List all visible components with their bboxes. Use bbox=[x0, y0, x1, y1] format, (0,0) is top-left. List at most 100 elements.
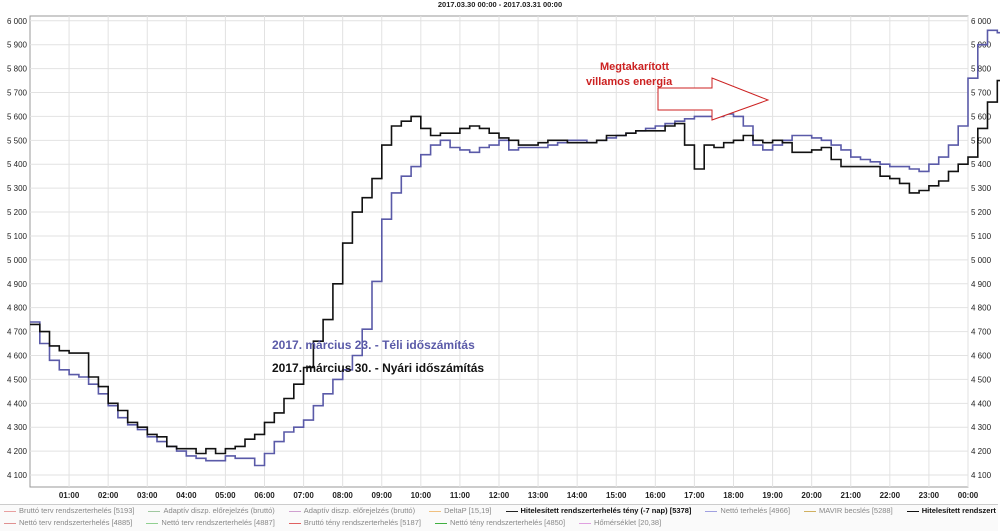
x-tick-label: 10:00 bbox=[411, 491, 432, 500]
y-axis-ticks: 4 100 4 100 4 200 4 200 4 300 4 300 4 400 4 400… bbox=[7, 17, 992, 480]
legend-label: Nettó terv rendszerterhelés [4885] bbox=[19, 518, 133, 527]
y-tick-label-right: 5 800 bbox=[971, 65, 992, 74]
y-tick-label-left: 6 000 bbox=[7, 17, 28, 26]
x-tick-label: 07:00 bbox=[293, 491, 314, 500]
y-tick-label-right: 4 400 bbox=[971, 399, 992, 408]
legend-item[interactable]: Adaptív diszp. előrejelzés (bruttó) bbox=[288, 506, 416, 515]
legend-swatch-icon bbox=[705, 510, 718, 512]
legend-item[interactable]: Adaptív diszp. előrejelzés (bruttó) bbox=[148, 506, 275, 515]
legend-item[interactable]: Hőmérséklet [20,38] bbox=[579, 518, 661, 527]
y-tick-label-right: 4 200 bbox=[971, 447, 992, 456]
legend-swatch-icon bbox=[906, 510, 919, 512]
series-line-summer bbox=[30, 79, 1000, 455]
y-tick-label-right: 4 100 bbox=[971, 471, 992, 480]
x-tick-label: 04:00 bbox=[176, 491, 197, 500]
y-tick-label-left: 5 100 bbox=[7, 232, 28, 241]
legend-label: DeltaP [15,19] bbox=[444, 506, 492, 515]
annotation-line-2: villamos energia bbox=[586, 76, 673, 88]
y-tick-label-left: 5 500 bbox=[7, 136, 28, 145]
legend-swatch-icon bbox=[429, 510, 442, 512]
y-tick-label-right: 5 200 bbox=[971, 208, 992, 217]
y-tick-label-left: 4 100 bbox=[7, 471, 28, 480]
y-tick-label-left: 4 500 bbox=[7, 375, 28, 384]
x-tick-label: 21:00 bbox=[841, 491, 862, 500]
x-tick-label: 17:00 bbox=[684, 491, 705, 500]
grid-lines bbox=[30, 16, 969, 487]
y-tick-label-left: 5 400 bbox=[7, 160, 28, 169]
y-tick-label-right: 4 800 bbox=[971, 304, 992, 313]
y-tick-label-left: 4 400 bbox=[7, 399, 28, 408]
legend-swatch-icon bbox=[288, 510, 301, 512]
legend-label: Adaptív diszp. előrejelzés (bruttó) bbox=[303, 506, 416, 515]
legend-item[interactable]: Nettó terv rendszerterhelés [4885] bbox=[4, 518, 132, 527]
x-tick-label: 08:00 bbox=[332, 491, 353, 500]
legend-swatch-icon bbox=[4, 510, 16, 512]
x-tick-label: 12:00 bbox=[489, 491, 510, 500]
legend-swatch-icon bbox=[434, 522, 447, 524]
y-tick-label-right: 5 100 bbox=[971, 232, 992, 241]
series-label-summer: 2017. március 30. - Nyári időszámítás bbox=[272, 361, 484, 375]
x-axis-ticks: 01:00 02:00 03:00 04:00 05:00 06:00 07:00 08:00… bbox=[59, 491, 979, 500]
legend-item[interactable]: Bruttó tény rendszerterhelés [5187] bbox=[288, 518, 421, 527]
x-tick-label: 06:00 bbox=[254, 491, 275, 500]
legend-swatch-icon bbox=[505, 510, 518, 512]
legend-item[interactable]: Nettó terhelés [4966] bbox=[705, 506, 790, 515]
chart-title: 2017.03.30 00:00 - 2017.03.31 00:00 bbox=[438, 0, 562, 9]
y-tick-label-left: 5 600 bbox=[7, 112, 28, 121]
y-tick-label-right: 4 300 bbox=[971, 423, 992, 432]
legend-item[interactable]: MAVIR becslés [5288] bbox=[804, 506, 893, 515]
legend-swatch-icon bbox=[804, 510, 817, 512]
y-tick-label-left: 4 300 bbox=[7, 423, 28, 432]
y-tick-label-right: 5 700 bbox=[971, 89, 992, 98]
y-tick-label-right: 5 400 bbox=[971, 160, 992, 169]
x-tick-label: 23:00 bbox=[919, 491, 940, 500]
y-tick-label-left: 4 700 bbox=[7, 328, 28, 337]
saved-energy-annotation: Megtakarított villamos energia bbox=[586, 61, 770, 121]
y-tick-label-left: 4 800 bbox=[7, 304, 28, 313]
series-line-winter bbox=[30, 29, 1000, 467]
legend-label: Hitelesített rendszerterhelés tény (-7 n… bbox=[520, 506, 692, 515]
y-tick-label-right: 4 600 bbox=[971, 352, 992, 361]
legend-item[interactable]: DeltaP [15,19] bbox=[429, 506, 492, 515]
legend-item[interactable]: Nettó tény rendszerterhelés [4850] bbox=[434, 518, 566, 527]
y-tick-label-left: 4 200 bbox=[7, 447, 28, 456]
x-tick-label: 09:00 bbox=[372, 491, 393, 500]
y-tick-label-right: 5 500 bbox=[971, 136, 992, 145]
legend-panel bbox=[0, 504, 998, 531]
legend-label: Nettó terhelés [4966] bbox=[720, 506, 791, 515]
x-tick-label: 02:00 bbox=[98, 491, 119, 500]
x-tick-label: 18:00 bbox=[723, 491, 744, 500]
legend-item[interactable]: Hitelesített rendszerterhelés tény [5179… bbox=[906, 506, 996, 515]
x-tick-label: 20:00 bbox=[801, 491, 822, 500]
legend-item[interactable]: Nettó terv rendszerterhelés [4887] bbox=[146, 518, 275, 527]
y-tick-label-right: 4 500 bbox=[971, 375, 992, 384]
legend-swatch-icon bbox=[288, 522, 301, 524]
legend-item[interactable]: Bruttó terv rendszerterhelés [5193] bbox=[4, 506, 134, 515]
y-tick-label-right: 5 600 bbox=[971, 112, 992, 121]
y-tick-label-left: 4 600 bbox=[7, 352, 28, 361]
legend-row-2: Nettó terv rendszerterhelés [4885] Nettó … bbox=[4, 518, 996, 532]
x-tick-label: 16:00 bbox=[645, 491, 666, 500]
x-tick-label: 11:00 bbox=[450, 491, 471, 500]
legend-swatch-icon bbox=[579, 522, 592, 524]
y-tick-label-left: 5 700 bbox=[7, 89, 28, 98]
series-label-winter: 2017. március 23. - Téli időszámítás bbox=[272, 338, 475, 352]
load-chart: 2017.03.30 00:00 - 2017.03.31 00:00 4 10… bbox=[6, 0, 1000, 500]
legend-label: Hőmérséklet [20,38] bbox=[594, 518, 662, 527]
y-tick-label-right: 5 300 bbox=[971, 184, 992, 193]
arrow-icon bbox=[657, 77, 770, 121]
x-tick-label: 14:00 bbox=[567, 491, 588, 500]
x-tick-label: 05:00 bbox=[215, 491, 236, 500]
y-tick-label-right: 4 700 bbox=[971, 328, 992, 337]
legend-swatch-icon bbox=[4, 522, 16, 524]
legend-label: Bruttó tény rendszerterhelés [5187] bbox=[303, 518, 421, 527]
legend-item[interactable]: Hitelesített rendszerterhelés tény (-7 n… bbox=[505, 506, 692, 515]
legend-label: Nettó tény rendszerterhelés [4850] bbox=[449, 518, 566, 527]
legend-row-1: Bruttó terv rendszerterhelés [5193] Adapt… bbox=[4, 506, 996, 520]
y-tick-label-right: 6 000 bbox=[971, 17, 992, 26]
y-tick-label-left: 5 900 bbox=[7, 41, 28, 50]
legend-label: Hitelesített rendszerterhelés tény [5179… bbox=[921, 506, 996, 515]
x-tick-label: 03:00 bbox=[137, 491, 158, 500]
legend-swatch-icon bbox=[146, 522, 159, 524]
x-tick-label: 01:00 bbox=[59, 491, 80, 500]
